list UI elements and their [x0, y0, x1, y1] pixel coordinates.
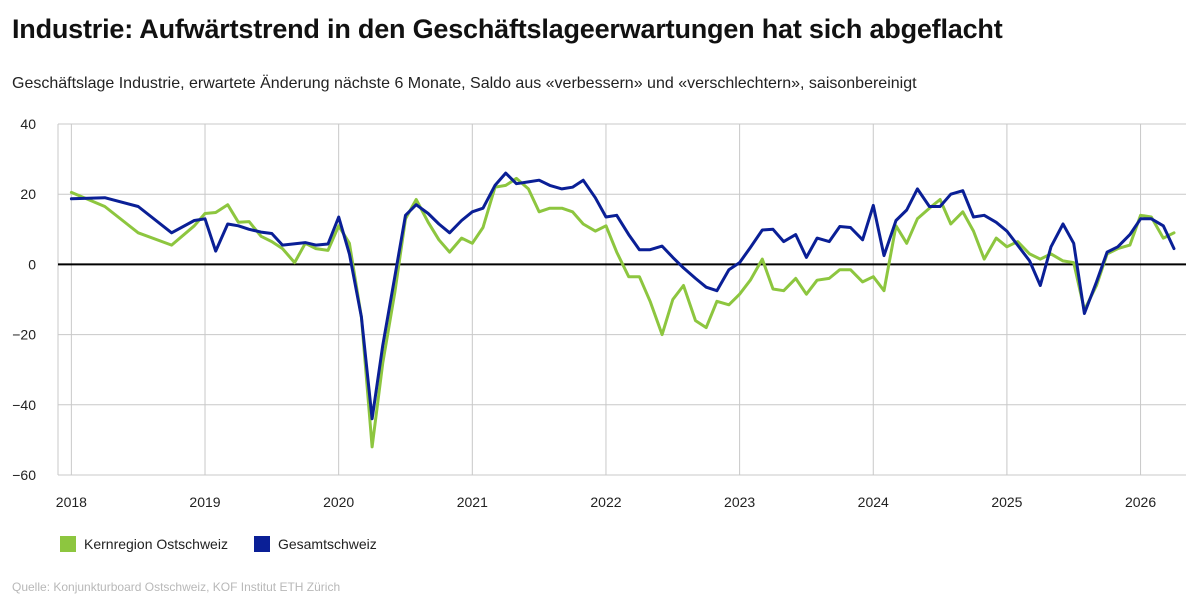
chart-legend: Kernregion Ostschweiz Gesamtschweiz [60, 536, 377, 552]
y-tick-label: 0 [28, 256, 36, 272]
legend-label-kernregion: Kernregion Ostschweiz [84, 536, 228, 552]
y-tick-label: −40 [12, 397, 36, 413]
source-note: Quelle: Konjunkturboard Ostschweiz, KOF … [12, 580, 341, 594]
x-tick-label: 2026 [1125, 494, 1156, 510]
x-axis: 2018 2019 2020 2021 2022 2023 2024 2025 2026 [56, 494, 1157, 510]
series-line-gesamtschweiz [69, 171, 1176, 421]
x-tick-label: 2022 [590, 494, 621, 510]
legend-swatch-gesamtschweiz [253, 536, 270, 552]
chart-title: Industrie: Aufwärtstrend in den Geschäft… [12, 14, 1003, 44]
grid-layer [57, 123, 1186, 476]
x-tick-label: 2023 [724, 494, 755, 510]
y-tick-label: −60 [12, 467, 36, 483]
y-tick-label: 40 [20, 116, 36, 132]
x-tick-label: 2020 [323, 494, 354, 510]
series-layer [69, 171, 1176, 449]
legend-label-gesamtschweiz: Gesamtschweiz [277, 536, 377, 552]
legend-swatch-kernregion [60, 536, 76, 552]
x-tick-label: 2018 [56, 494, 87, 510]
legend-item-gesamtschweiz[interactable]: Gesamtschweiz [253, 536, 377, 552]
y-tick-label: −20 [12, 327, 36, 343]
legend-item-kernregion[interactable]: Kernregion Ostschweiz [60, 536, 228, 552]
x-tick-label: 2024 [858, 494, 889, 510]
x-tick-label: 2025 [991, 494, 1022, 510]
series-line-kernregion [69, 176, 1176, 449]
y-tick-label: 20 [20, 186, 36, 202]
chart-subtitle: Geschäftslage Industrie, erwartete Änder… [12, 75, 917, 92]
x-tick-label: 2021 [457, 494, 488, 510]
y-axis: 40 20 0 −20 −40 −60 [12, 116, 36, 483]
x-tick-label: 2019 [189, 494, 220, 510]
